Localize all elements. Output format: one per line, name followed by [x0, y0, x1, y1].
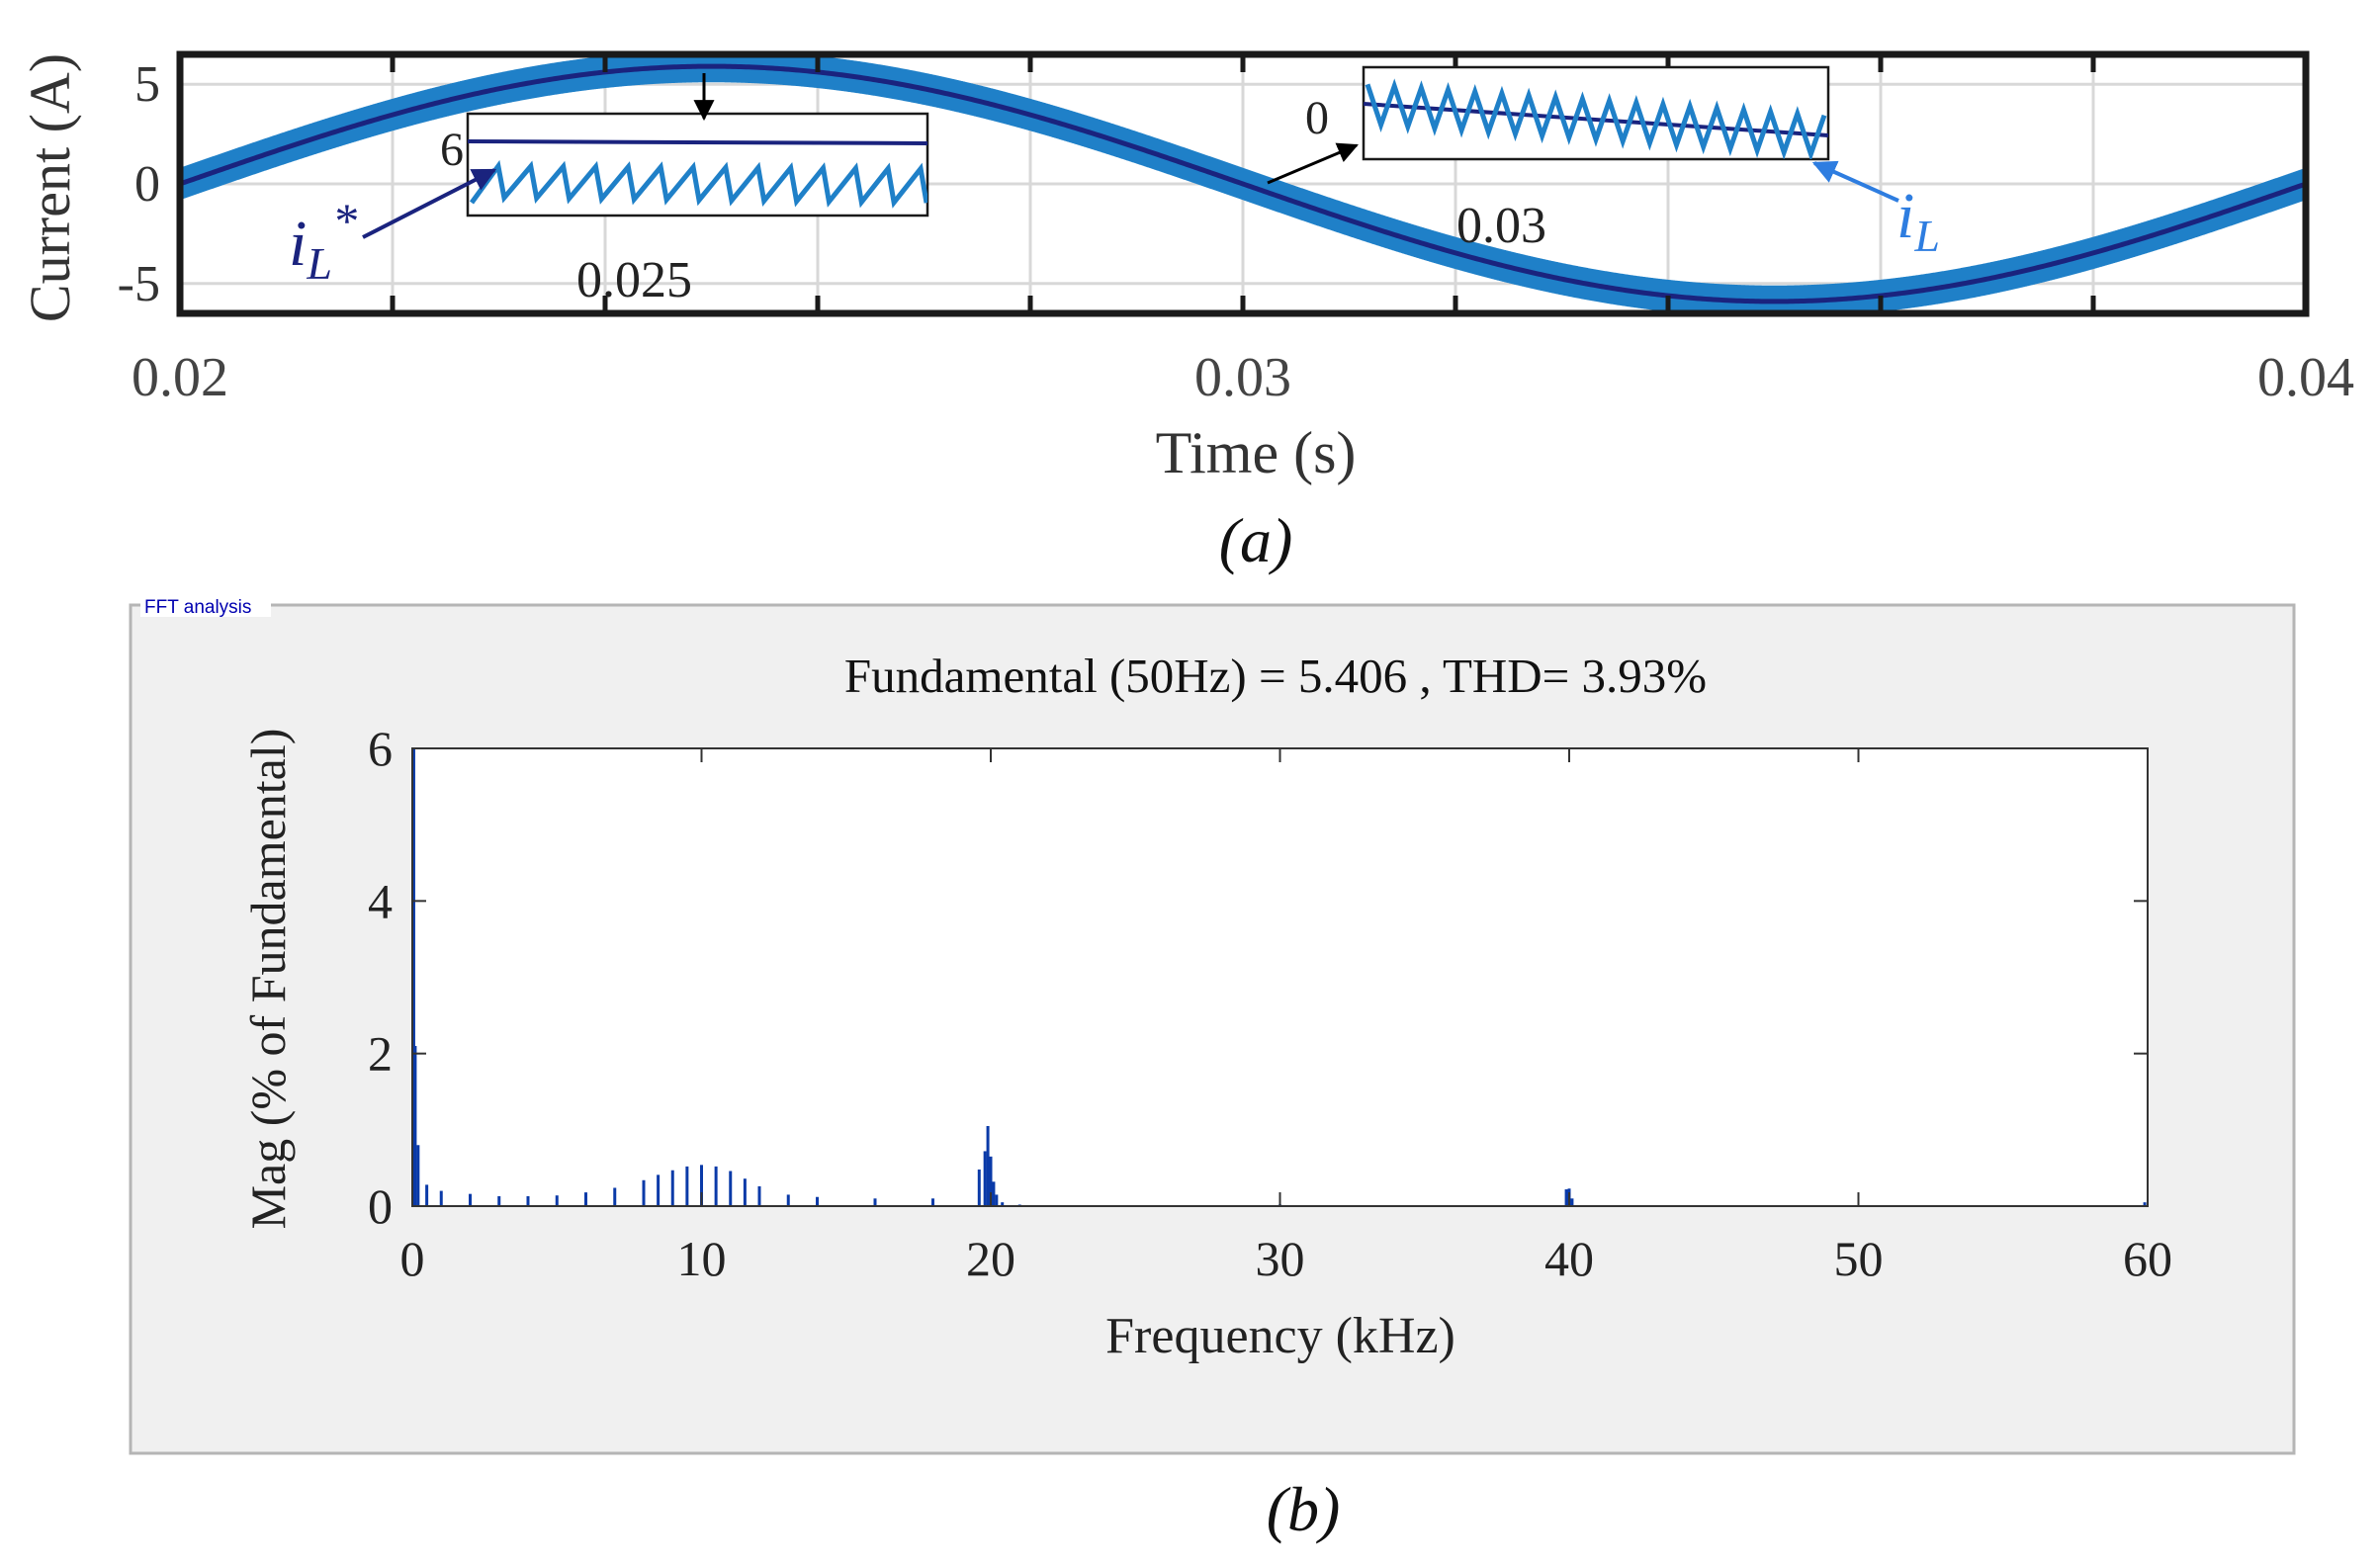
tick-b-x-label: 0	[400, 1231, 425, 1286]
tick-b-x-label: 50	[1834, 1231, 1884, 1286]
inset-peak-ref-line	[468, 139, 927, 145]
annotation-iL: iL	[1811, 160, 1940, 261]
inset-zero-crossing: 0 0.03	[1267, 65, 1830, 254]
panel-a: 0.02 0.03 0.04 -5 0 5 6 0.025 0 0.03 iL* iL C…	[18, 50, 2354, 575]
tick-a-y-label: 5	[134, 56, 160, 113]
tick-a-y-label: 0	[134, 156, 160, 213]
plot-a-xlabel: Time (s)	[1156, 420, 1357, 485]
tick-a-y-label: -5	[118, 256, 160, 312]
tick-b-y-label: 4	[368, 873, 393, 928]
plot-a-ylabel: Current (A)	[18, 53, 82, 322]
plot-a-series	[180, 54, 2306, 313]
annotation-iL-ref: iL*	[289, 168, 497, 289]
tick-b-x-label: 30	[1256, 1231, 1305, 1286]
inset-peak-ripple	[469, 159, 927, 209]
inset-zero-xlabel: 0.03	[1456, 198, 1546, 254]
tick-b-y-label: 2	[368, 1026, 393, 1082]
inset-zero-ylabel: 0	[1305, 92, 1329, 144]
fft-title: Fundamental (50Hz) = 5.406 , THD= 3.93%	[844, 649, 1707, 703]
tick-b-y-label: 0	[368, 1178, 393, 1234]
plot-a-ticks: 0.02 0.03 0.04 -5 0 5	[118, 54, 2354, 408]
tick-b-x-label: 10	[677, 1231, 727, 1286]
tick-a-x-label: 0.03	[1194, 347, 1291, 408]
plot-b-ticks: 0 10 20 30 40 50 60 0 2 4 6	[368, 721, 2172, 1286]
annotation-iL-ref-arrow	[362, 168, 497, 239]
panel-b: FFT analysis Fundamental (50Hz) = 5.406 …	[129, 593, 2296, 1455]
caption-b: (b)	[1267, 1474, 1341, 1544]
tick-b-x-label: 60	[2123, 1231, 2172, 1286]
inset-zero-pointer-arrow	[1267, 142, 1359, 185]
tick-b-x-label: 40	[1544, 1231, 1594, 1286]
plot-b-xlabel: Frequency (kHz)	[1105, 1308, 1455, 1364]
tick-a-x-label: 0.04	[2257, 347, 2354, 408]
tick-b-y-label: 6	[368, 721, 393, 776]
inset-peak: 6 0.025	[440, 73, 929, 308]
plot-b-background	[412, 748, 2148, 1206]
inset-zero-ripple	[1365, 78, 1827, 159]
fft-panel-title-bg	[140, 593, 271, 617]
tick-a-x-label: 0.02	[132, 347, 228, 408]
plot-b-ylabel: Mag (% of Fundamental)	[240, 729, 296, 1230]
fft-panel-title: FFT analysis	[144, 597, 251, 618]
caption-a: (a)	[1219, 505, 1293, 575]
annotation-iL-ref-label: iL*	[289, 193, 357, 289]
inset-peak-ylabel: 6	[440, 124, 464, 176]
series-iL	[180, 54, 2306, 313]
annotation-iL-label: iL	[1896, 180, 1940, 261]
inset-zero-series	[1364, 78, 1828, 159]
series-iL-ref	[180, 63, 2306, 304]
annotation-iL-arrow	[1811, 160, 1899, 203]
inset-peak-series	[468, 139, 927, 209]
tick-b-x-label: 20	[966, 1231, 1015, 1286]
inset-peak-xlabel: 0.025	[576, 252, 692, 308]
